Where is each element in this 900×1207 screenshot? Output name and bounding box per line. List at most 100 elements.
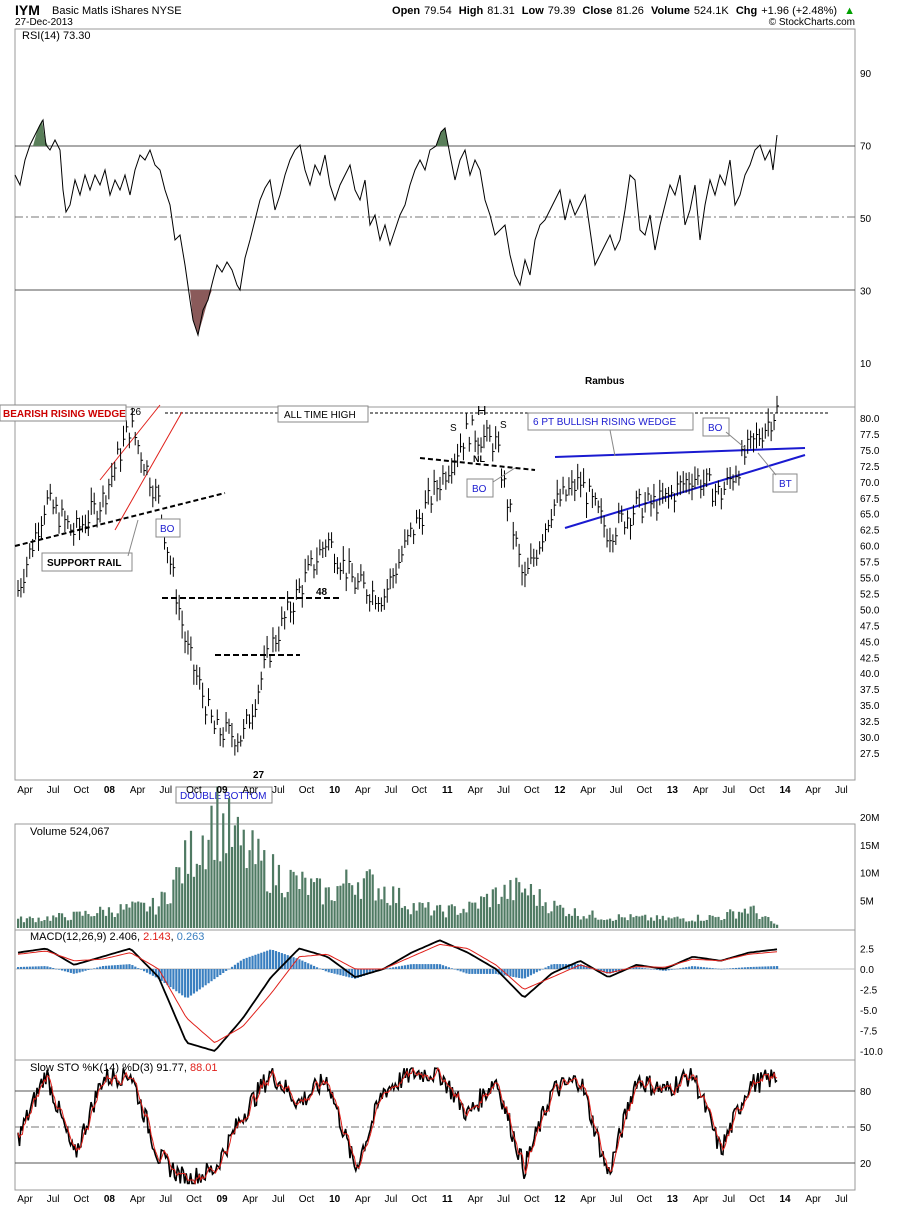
macd-histogram-bar [345, 969, 348, 977]
x-tick-label: 12 [554, 1194, 566, 1205]
macd-histogram-bar [230, 966, 234, 969]
volume-bar [565, 916, 568, 928]
volume-bar [521, 892, 524, 928]
volume-bar [189, 830, 193, 928]
volume-bar [386, 902, 389, 928]
x-tick-label: Apr [693, 1194, 709, 1205]
volume-bar [477, 908, 480, 928]
x-tick-label: Apr [242, 1194, 258, 1205]
macd-histogram-bar [172, 969, 175, 990]
volume-bar [289, 869, 292, 928]
volume-bar [708, 915, 711, 928]
volume-bar [529, 884, 533, 928]
volume-bar [585, 918, 588, 928]
y-tick-label: 80.0 [860, 414, 880, 425]
macd-histogram-bar [506, 969, 509, 976]
x-tick-label: Jul [272, 785, 285, 796]
x-tick-label: 14 [779, 785, 791, 796]
macd-histogram-bar [116, 964, 119, 969]
macd-histogram-bar [245, 957, 248, 969]
x-tick-label: Oct [299, 785, 315, 796]
macd-histogram-bar [699, 966, 703, 969]
macd-histogram-bar [277, 952, 281, 969]
macd-histogram-bar [324, 969, 327, 972]
macd-histogram-bar [488, 969, 492, 974]
volume-bar [693, 921, 697, 928]
bearish-wedge-label-box [0, 404, 127, 422]
volume-bar [462, 908, 465, 928]
y-tick-label: 50 [860, 214, 872, 225]
volume-bar [523, 888, 527, 928]
bo3-box [702, 417, 730, 437]
volume-bar [84, 910, 87, 928]
x-tick-label: Apr [580, 785, 596, 796]
volume-bar [576, 915, 579, 928]
volume-bar [397, 887, 401, 928]
x-tick-label: 08 [104, 785, 116, 796]
x-tick-label: Apr [805, 785, 821, 796]
y-tick-label: 30 [860, 287, 872, 298]
volume-bar [673, 917, 676, 928]
macd-histogram-bar [494, 969, 497, 974]
macd-histogram-bar [424, 964, 427, 969]
macd-histogram-bar [705, 967, 708, 969]
volume-bar [767, 917, 770, 928]
macd-histogram-bar [52, 968, 55, 969]
volume-bar [28, 916, 31, 928]
volume-bar [345, 869, 348, 928]
macd-histogram-bar [359, 969, 363, 977]
volume-bar [532, 894, 535, 928]
x-tick-label: Jul [47, 1194, 60, 1205]
volume-bar [740, 912, 744, 928]
volume-bar [418, 902, 421, 928]
macd-histogram-bar [386, 968, 389, 969]
bo1-label: BO [160, 524, 175, 535]
volume-bar [298, 889, 301, 928]
macd-histogram-bar [400, 965, 404, 969]
volume-bar [81, 915, 84, 928]
x-tick-label: Jul [610, 785, 623, 796]
macd-histogram-bar [406, 964, 409, 969]
volume-y-axis: 20M 15M 10M 5M [860, 813, 879, 907]
x-tick-label: Oct [749, 785, 765, 796]
macd-histogram-bar [456, 969, 459, 971]
head-label: H [477, 403, 486, 418]
volume-bar [128, 907, 131, 928]
volume-bar [685, 921, 688, 928]
macd-histogram-bar [427, 964, 430, 969]
x-tick-label: Jul [497, 785, 510, 796]
volume-bar [611, 920, 615, 928]
volume-bar [269, 892, 272, 928]
signal-value: 2.143 [143, 931, 171, 943]
volume-bar [225, 853, 228, 928]
macd-histogram-bar [143, 969, 146, 972]
macd-histogram-bar [521, 969, 524, 979]
volume-bar [339, 885, 342, 928]
volume-bar [632, 917, 635, 928]
macd-histogram-bar [647, 968, 650, 970]
volume-bar [770, 921, 773, 928]
x-tick-label: Oct [74, 785, 90, 796]
volume-bar [649, 917, 653, 928]
y-tick-label: 52.5 [860, 589, 880, 600]
macd-histogram-bar [450, 968, 453, 969]
volume-bar [641, 915, 644, 928]
macd-histogram-bar [556, 964, 559, 969]
x-tick-label: Apr [130, 1194, 146, 1205]
volume-bar [638, 916, 641, 928]
volume-bar [137, 901, 140, 928]
macd-histogram-bar [767, 966, 770, 969]
macd-histogram-bar [734, 967, 738, 969]
volume-bar [324, 887, 327, 928]
macd-histogram-bar [702, 967, 705, 969]
y-tick-label: 42.5 [860, 653, 880, 664]
rsi-overbought-fill-1 [33, 120, 48, 146]
volume-bar [459, 913, 462, 928]
macd-histogram-bar [395, 966, 398, 969]
macd-histogram-bar [227, 968, 231, 970]
volume-bar [101, 909, 105, 928]
macd-histogram-bar [25, 966, 28, 969]
bt-pointer [757, 452, 777, 476]
macd-histogram-bar [96, 967, 99, 969]
volume-bar [608, 918, 612, 928]
